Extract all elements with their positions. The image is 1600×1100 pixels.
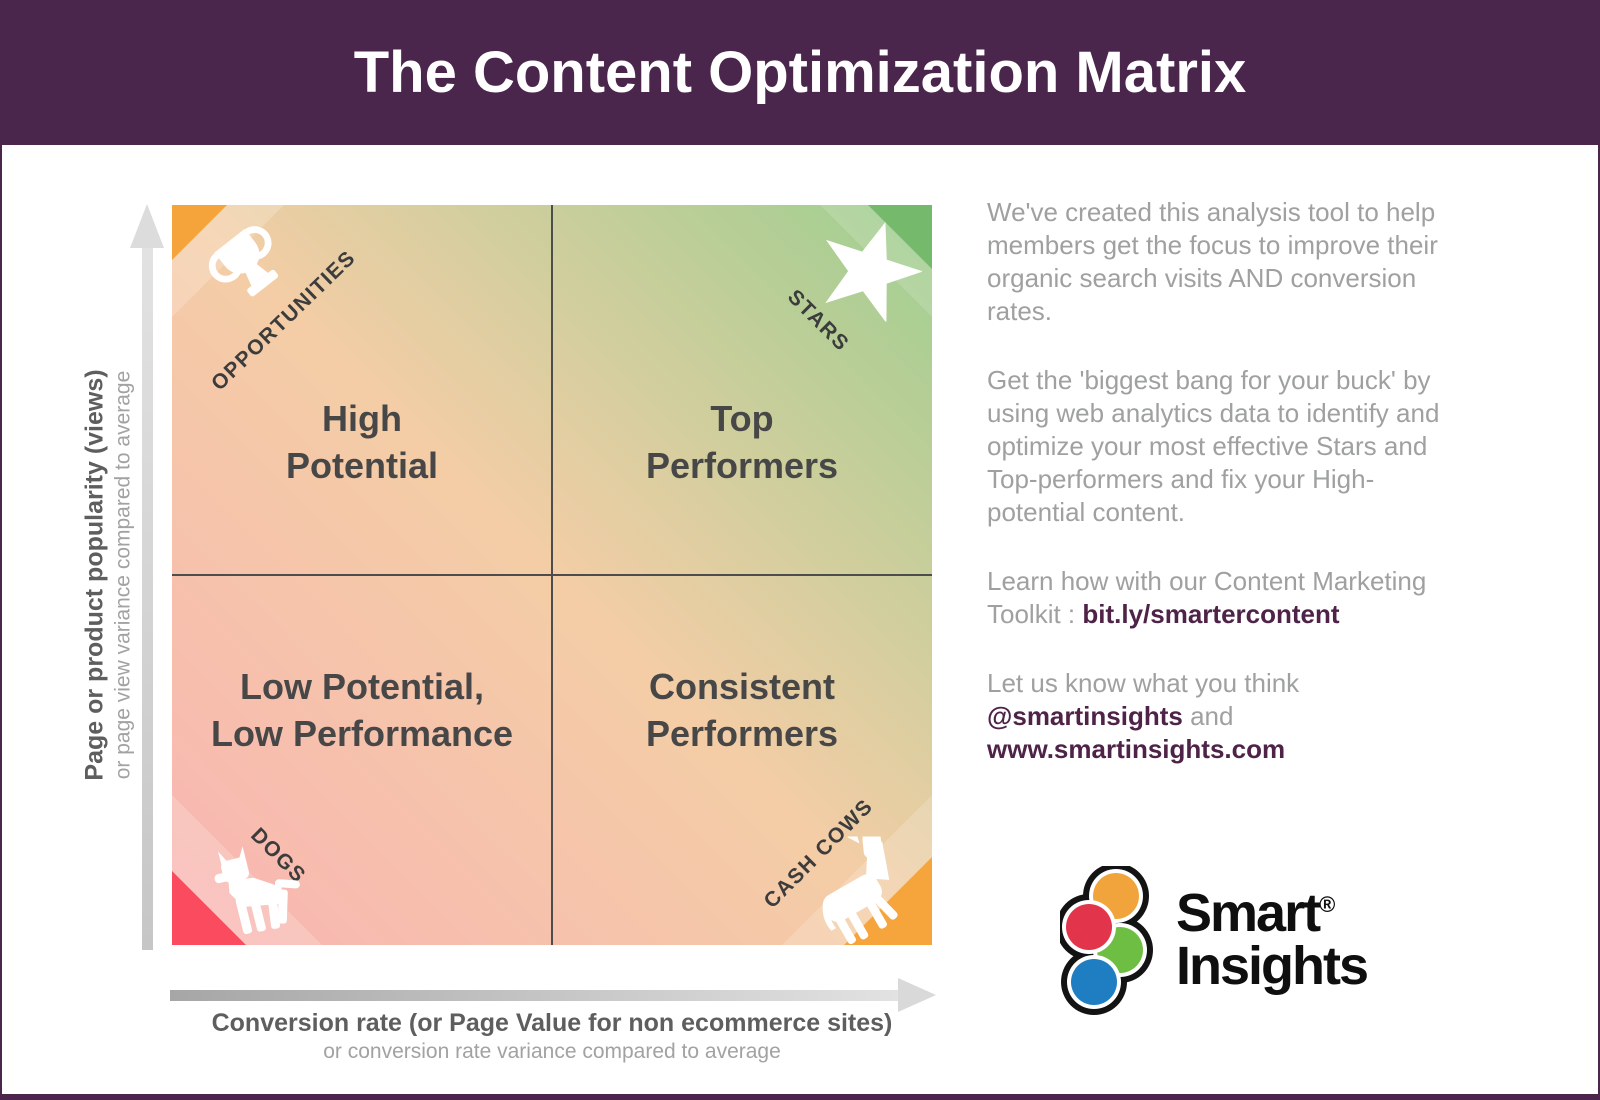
x-axis-label-bold: Conversion rate (or Page Value for non e… xyxy=(211,1009,893,1037)
y-axis-label: Page or product popularity (views) or pa… xyxy=(80,369,137,780)
panel-paragraph-contact: Let us know what you think @smartinsight… xyxy=(987,667,1449,766)
dog-icon xyxy=(202,843,302,948)
star-icon xyxy=(818,218,923,327)
contact-text: Let us know what you think xyxy=(987,668,1300,698)
y-axis-arrowhead-icon xyxy=(130,204,164,248)
cow-icon xyxy=(804,817,912,950)
x-axis-arrow xyxy=(170,990,898,1001)
website-link[interactable]: www.smartinsights.com xyxy=(987,734,1286,764)
toolkit-link[interactable]: bit.ly/smartercontent xyxy=(1082,599,1340,629)
smart-insights-logo-icon xyxy=(1056,863,1160,1021)
smart-insights-logo: Smart® Insights xyxy=(1056,848,1410,1023)
footer-strip xyxy=(2,1094,1598,1100)
matrix-horizontal-divider xyxy=(172,574,932,576)
smart-insights-logo-text: Smart® Insights xyxy=(1176,883,1369,996)
y-axis-arrow xyxy=(142,246,153,950)
x-axis-arrowhead-icon xyxy=(898,978,936,1012)
toolkit-text: Learn how with our Content Marketing Too… xyxy=(987,566,1427,629)
registered-mark: ® xyxy=(1319,892,1336,917)
quadrant-title-top-performers: Top Performers xyxy=(645,398,839,486)
twitter-handle-link[interactable]: @smartinsights xyxy=(987,701,1183,731)
quadrant-title-low-potential: Low Potential, Low Performance xyxy=(210,666,514,754)
panel-paragraph-advice: Get the 'biggest bang for your buck' by … xyxy=(987,365,1440,527)
panel-paragraph-intro: We've created this analysis tool to help… xyxy=(987,197,1438,326)
description-panel: We've created this analysis tool to help… xyxy=(987,196,1449,802)
y-axis-label-bold: Page or product popularity (views) xyxy=(80,369,109,781)
y-axis-label-light: or page view variance compared to averag… xyxy=(111,370,135,780)
quadrant-title-high-potential: High Potential xyxy=(285,398,438,486)
page-title: The Content Optimization Matrix xyxy=(353,40,1247,105)
panel-paragraph-toolkit: Learn how with our Content Marketing Too… xyxy=(987,565,1449,631)
x-axis-label-light: or conversion rate variance compared to … xyxy=(323,1040,781,1063)
header-banner: The Content Optimization Matrix xyxy=(2,0,1598,145)
contact-and: and xyxy=(1182,701,1234,731)
trophy-icon xyxy=(204,222,300,323)
x-axis-label: Conversion rate (or Page Value for non e… xyxy=(172,1008,932,1065)
content-optimization-matrix: High Potential Top Performers Low Potent… xyxy=(172,205,932,945)
quadrant-title-consistent-performers: Consistent Performers xyxy=(645,666,839,754)
